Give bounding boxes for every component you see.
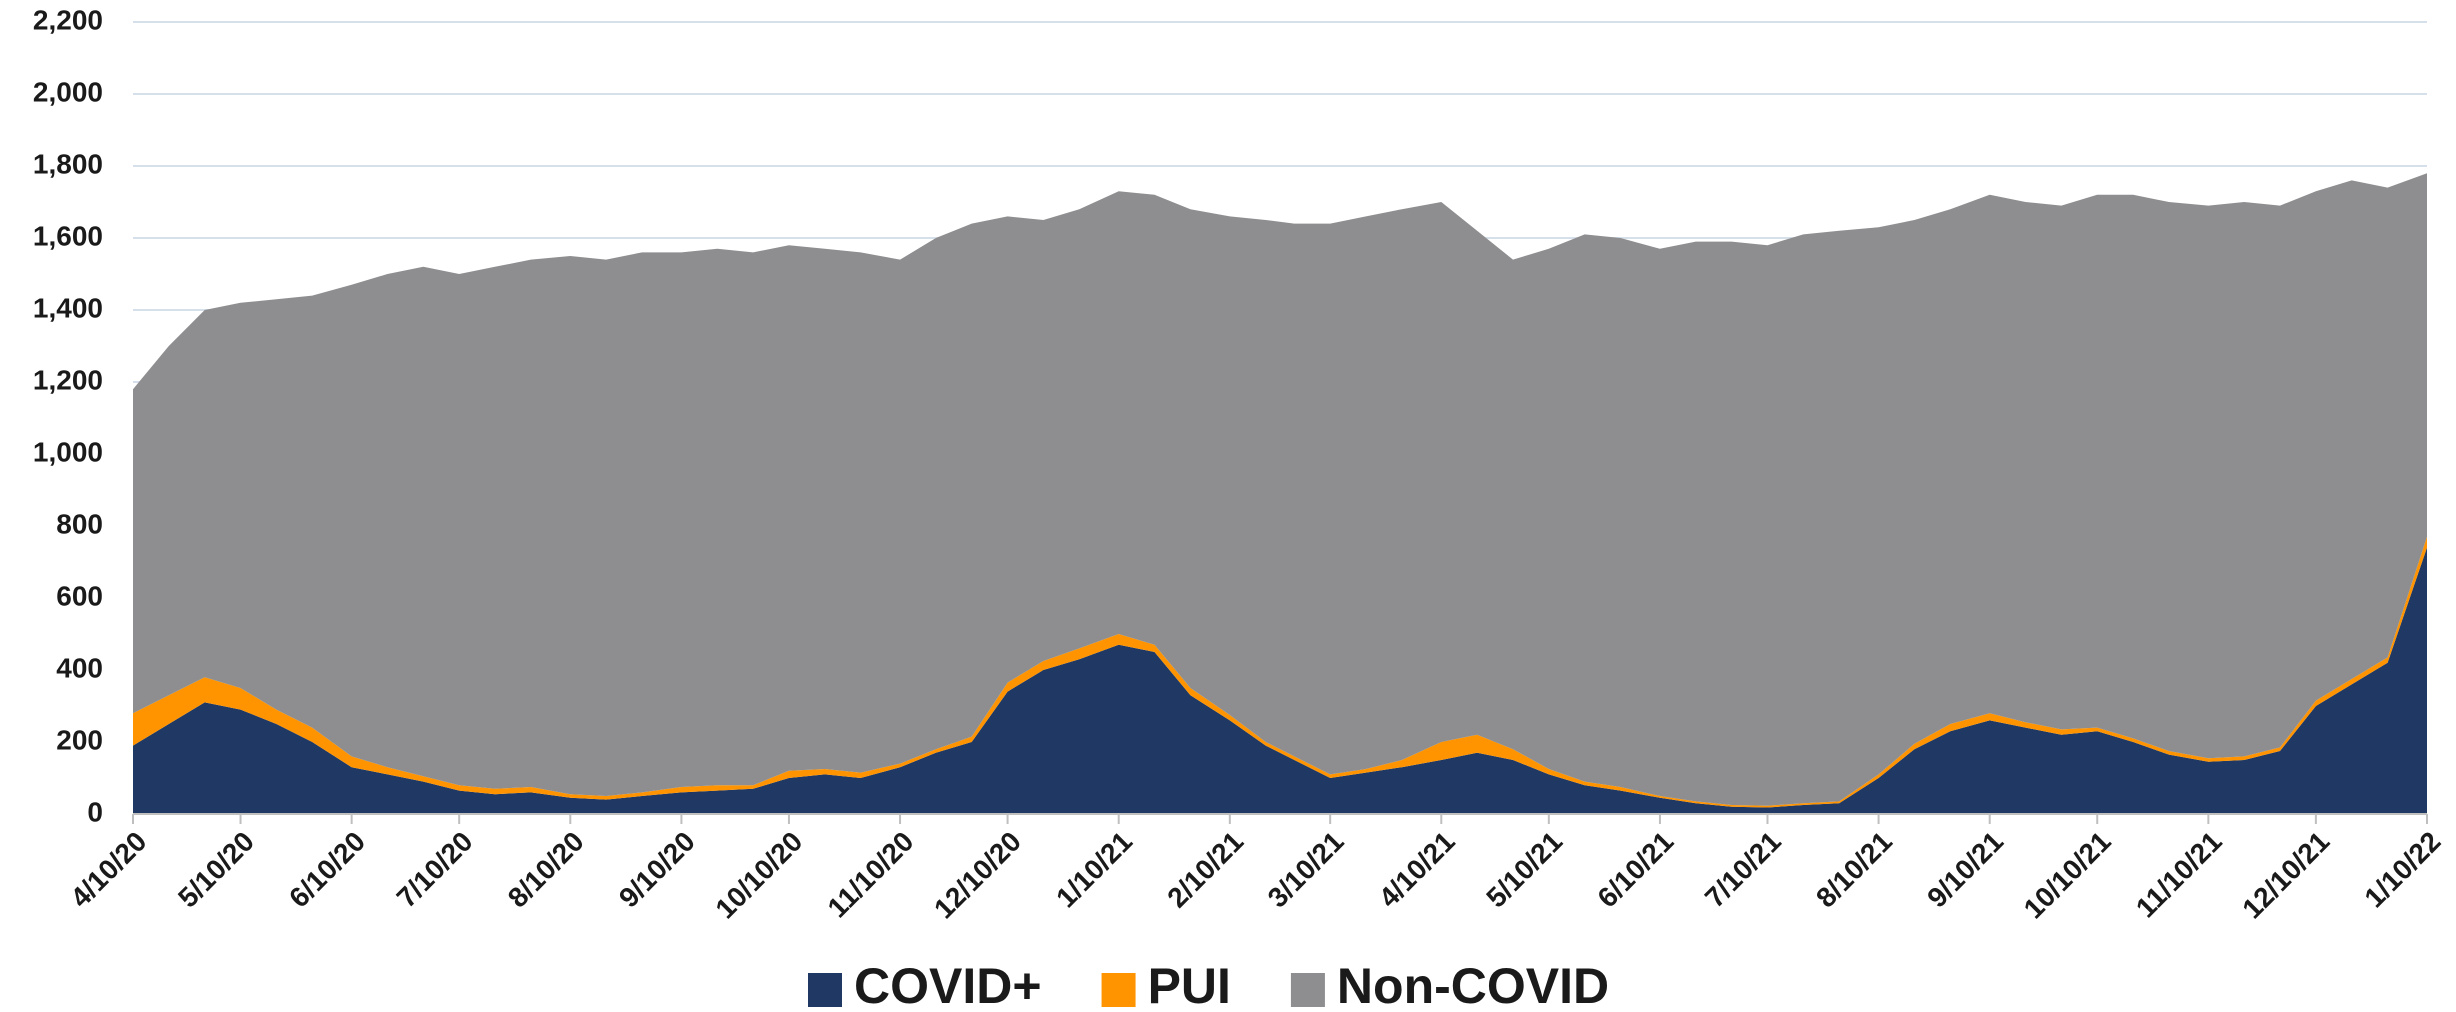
x-tick-label: 7/10/20 bbox=[391, 826, 479, 914]
y-tick-label: 1,000 bbox=[33, 436, 103, 467]
y-tick-label: 200 bbox=[56, 724, 103, 755]
area bbox=[133, 547, 2427, 814]
x-tick-label: 5/10/21 bbox=[1480, 826, 1568, 914]
legend-swatch bbox=[1290, 973, 1325, 1007]
y-tick-label: 1,200 bbox=[33, 364, 103, 395]
legend-swatch bbox=[808, 973, 842, 1007]
y-tick-label: 600 bbox=[56, 580, 103, 611]
y-tick-label: 1,400 bbox=[33, 292, 103, 323]
x-tick-label: 12/10/21 bbox=[2236, 826, 2335, 925]
x-tick-label: 2/10/21 bbox=[1161, 826, 1249, 914]
x-tick-label: 5/10/20 bbox=[172, 826, 260, 914]
y-tick-label: 800 bbox=[56, 508, 103, 539]
x-tick-label: 6/10/20 bbox=[283, 826, 371, 914]
x-tick-label: 7/10/21 bbox=[1699, 826, 1787, 914]
x-tick-label: 1/10/22 bbox=[2358, 826, 2446, 914]
x-tick-label: 8/10/20 bbox=[502, 826, 590, 914]
x-tick-label: 4/10/20 bbox=[64, 826, 152, 914]
y-tick-label: 1,800 bbox=[33, 148, 103, 179]
legend-swatch bbox=[1101, 973, 1136, 1007]
y-tick-label: 1,600 bbox=[33, 220, 103, 251]
y-tick-label: 2,200 bbox=[33, 4, 103, 35]
x-tick-label: 3/10/21 bbox=[1262, 826, 1350, 914]
y-tick-label: 0 bbox=[87, 796, 103, 827]
x-tick-label: 4/10/21 bbox=[1373, 826, 1461, 914]
y-tick-label: 400 bbox=[56, 652, 103, 683]
legend: COVID+ PUI Non-COVID bbox=[808, 958, 1609, 1012]
y-tick-label: 2,000 bbox=[33, 76, 103, 107]
x-tick-label: 11/10/20 bbox=[822, 826, 920, 924]
x-tick-label: 8/10/21 bbox=[1810, 826, 1898, 914]
x-tick-label: 10/10/21 bbox=[2018, 826, 2117, 925]
legend-label: COVID+ bbox=[854, 958, 1042, 1012]
x-tick-label: 9/10/21 bbox=[1921, 826, 2009, 914]
x-tick-label: 9/10/20 bbox=[613, 826, 701, 914]
legend-label: PUI bbox=[1148, 958, 1231, 1012]
x-tick-label: 11/10/21 bbox=[2130, 826, 2228, 924]
legend-label: Non-COVID bbox=[1337, 958, 1609, 1012]
x-tick-label: 1/10/21 bbox=[1050, 826, 1138, 914]
area bbox=[133, 173, 2427, 806]
x-tick-label: 6/10/21 bbox=[1591, 826, 1679, 914]
x-tick-label: 10/10/20 bbox=[709, 826, 808, 925]
x-tick-label: 12/10/20 bbox=[928, 826, 1027, 925]
